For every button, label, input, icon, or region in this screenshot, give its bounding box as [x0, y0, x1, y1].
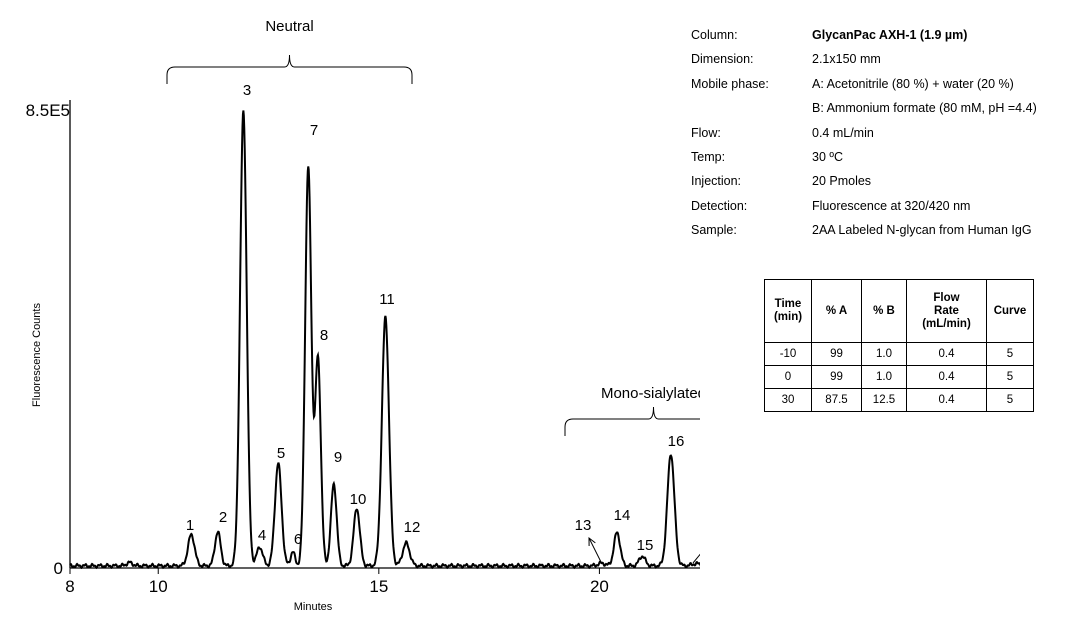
peak-label-6: 6 [294, 531, 302, 548]
gradient-cell: 0.4 [906, 365, 987, 389]
peak-label-4: 4 [258, 527, 266, 544]
peak-label-12: 12 [404, 519, 421, 536]
x-tick-label: 10 [149, 577, 168, 596]
peak-label-5: 5 [277, 445, 285, 462]
gradient-header-cell: % B [861, 279, 907, 343]
gradient-cell: 5 [986, 342, 1034, 366]
gradient-body: -10 99 1.0 0.4 5 0 99 1.0 0.4 5 30 87.5 12.5 0.4 5 [764, 342, 1034, 412]
condition-value: 2.1x150 mm [812, 52, 881, 67]
gradient-row: -10 99 1.0 0.4 5 [764, 342, 1034, 366]
y-tick-label: 8.5E5 [26, 101, 70, 120]
gradient-cell: 5 [986, 388, 1034, 412]
peak-label-15: 15 [637, 537, 654, 554]
peak-label-8: 8 [320, 327, 328, 344]
gradient-cell: 0.4 [906, 388, 987, 412]
condition-label: Temp: [691, 149, 726, 164]
condition-label: Detection: [691, 198, 748, 213]
gradient-cell: 12.5 [861, 388, 907, 412]
condition-value: 30 ºC [812, 149, 843, 164]
peak-label-2: 2 [219, 509, 227, 526]
neutral-bracket [166, 54, 413, 84]
peak-label-11: 11 [379, 291, 395, 308]
condition-value: 0.4 mL/min [812, 125, 874, 140]
condition-label: Dimension: [691, 52, 754, 67]
gradient-cell: 0.4 [906, 342, 987, 366]
gradient-cell: 99 [811, 342, 862, 366]
gradient-cell: 5 [986, 365, 1034, 389]
gradient-cell: 1.0 [861, 342, 907, 366]
peak-label-7: 7 [310, 122, 318, 139]
peak-label-1: 1 [186, 517, 194, 534]
condition-label: Sample: [691, 223, 737, 238]
condition-value: Fluorescence at 320/420 nm [812, 198, 971, 213]
peak-13-arrow [588, 537, 602, 563]
gradient-header-cell: Flow Rate (mL/min) [906, 279, 987, 343]
peak-label-10: 10 [350, 491, 367, 508]
gradient-row: 30 87.5 12.5 0.4 5 [764, 388, 1034, 412]
mono-sialylated-bracket-label: Mono-sialylated [601, 385, 700, 402]
x-tick-label: 15 [369, 577, 388, 596]
gradient-cell: 99 [811, 365, 862, 389]
gradient-row: 0 99 1.0 0.4 5 [764, 365, 1034, 389]
gradient-cell: -10 [764, 342, 812, 366]
y-axis-label: Fluorescence Counts [31, 303, 43, 407]
condition-value: 2AA Labeled N-glycan from Human IgG [812, 223, 1032, 238]
gradient-header-row: Time (min)% A% B Flow Rate (mL/min) Curve [764, 279, 1034, 343]
peak-label-3: 3 [243, 82, 251, 99]
condition-value: 20 Pmoles [812, 174, 872, 189]
gradient-cell: 1.0 [861, 365, 907, 389]
peak-label-16: 16 [668, 433, 685, 450]
gradient-header-cell: Time (min) [764, 279, 812, 343]
peak-13-arrow-head [588, 536, 596, 547]
gradient-header-cell: % A [811, 279, 862, 343]
peak-label-13: 13 [575, 517, 592, 534]
condition-value: B: Ammonium formate (80 mM, pH =4.4) [812, 101, 1037, 116]
mono-sialylated-bracket [564, 406, 700, 436]
peak-label-14: 14 [614, 507, 631, 524]
peak-17-arrow [692, 553, 700, 564]
chromatogram-trace [69, 110, 700, 570]
gradient-cell: 0 [764, 365, 812, 389]
x-axis-label: Minutes [294, 601, 333, 613]
gradient-cell: 87.5 [811, 388, 862, 412]
x-tick-label: 8 [65, 577, 74, 596]
peak-label-9: 9 [334, 449, 342, 466]
x-tick-label: 20 [590, 577, 609, 596]
condition-value: A: Acetonitrile (80 %) + water (20 %) [812, 76, 1014, 91]
condition-label: Mobile phase: [691, 76, 769, 91]
condition-value: GlycanPac AXH-1 (1.9 µm) [812, 28, 968, 42]
gradient-header-cell: Curve [986, 279, 1034, 343]
gradient-cell: 30 [764, 388, 812, 412]
condition-label: Column: [691, 28, 738, 42]
condition-label: Flow: [691, 125, 721, 140]
gradient-table: Time (min)% A% B Flow Rate (mL/min) Curve -10… [764, 279, 1034, 412]
neutral-bracket-label: Neutral [265, 18, 313, 35]
condition-label: Injection: [691, 174, 742, 189]
y-tick-label: 0 [54, 559, 63, 578]
